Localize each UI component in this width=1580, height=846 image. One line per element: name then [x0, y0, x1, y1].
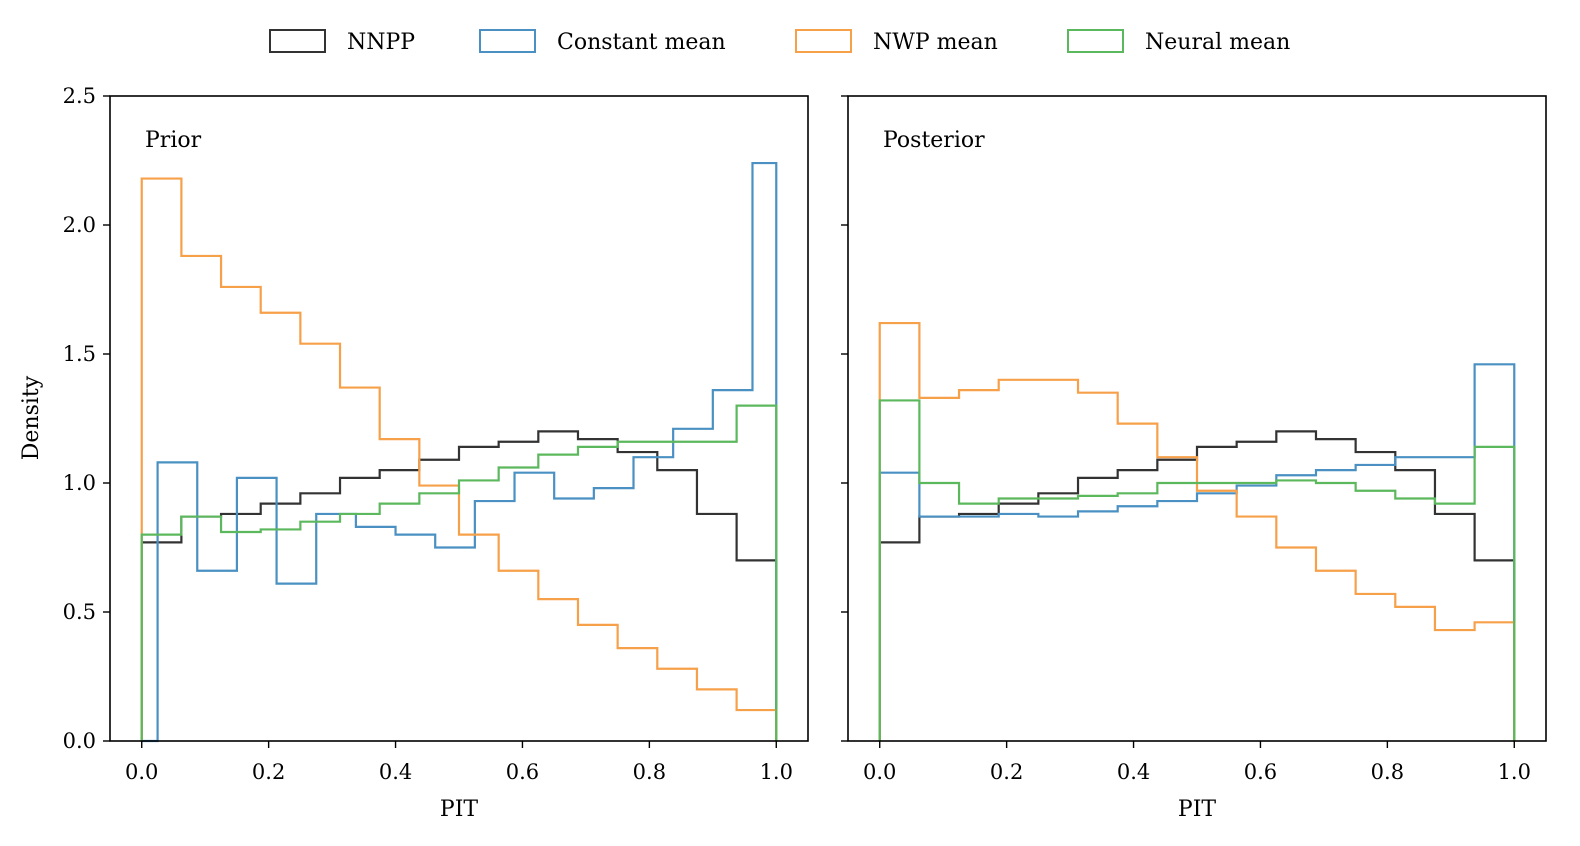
y-tick-label: 1.0 [63, 471, 96, 495]
y-axis-label: Density [19, 375, 44, 460]
y-tick-label: 1.5 [63, 342, 96, 366]
plot-frame [109, 95, 809, 742]
x-tick-label: 0.0 [125, 760, 158, 784]
series-nwp-mean [878, 321, 1516, 741]
plot-frame [847, 95, 1547, 742]
x-tick-label: 0.4 [1117, 760, 1150, 784]
legend-entry-constant-mean: Constant mean [479, 29, 726, 55]
legend-swatch-constant-mean [479, 29, 536, 53]
series-nnpp [878, 430, 1516, 741]
x-tick-label: 0.2 [252, 760, 285, 784]
series-constant-mean [141, 161, 778, 743]
prior-panel: 0.0 0.2 0.4 0.6 0.8 1.0 0.0 0.5 1.0 1.5 2.0 2.5 PIT P… [63, 84, 809, 822]
legend: NNPP Constant mean NWP mean Neural mean [269, 29, 1290, 55]
posterior-panel: 0.0 0.2 0.4 0.6 0.8 1.0 PIT Posterior [841, 95, 1547, 822]
x-tick-label: 1.0 [1498, 760, 1531, 784]
legend-label-neural-mean: Neural mean [1145, 30, 1290, 55]
x-axis-label: PIT [440, 797, 478, 822]
series-neural-mean [140, 404, 778, 741]
y-tick-label: 0.0 [63, 729, 96, 753]
x-tick-label: 0.8 [633, 760, 666, 784]
legend-entry-nnpp: NNPP [269, 29, 415, 55]
y-tick-label: 0.5 [63, 600, 96, 624]
legend-label-nnpp: NNPP [347, 30, 415, 55]
series-nwp-mean [140, 177, 778, 741]
legend-swatch-neural-mean [1067, 29, 1124, 53]
y-tick-label: 2.5 [63, 84, 96, 108]
panel-title: Posterior [883, 128, 985, 153]
x-axis-label: PIT [1178, 797, 1216, 822]
x-tick-label: 0.6 [506, 760, 539, 784]
panel-title: Prior [145, 128, 202, 153]
legend-label-nwp-mean: NWP mean [873, 30, 998, 55]
x-tick-label: 0.0 [863, 760, 896, 784]
y-tick-label: 2.0 [63, 213, 96, 237]
legend-entry-neural-mean: Neural mean [1067, 29, 1290, 55]
legend-label-constant-mean: Constant mean [557, 30, 726, 55]
legend-swatch-nnpp [269, 29, 326, 53]
x-tick-label: 0.4 [379, 760, 412, 784]
series-nnpp [140, 430, 778, 741]
x-tick-label: 0.6 [1244, 760, 1277, 784]
series-constant-mean [878, 363, 1516, 741]
legend-entry-nwp-mean: NWP mean [795, 29, 998, 55]
x-tick-label: 0.2 [990, 760, 1023, 784]
legend-swatch-nwp-mean [795, 29, 852, 53]
x-tick-label: 1.0 [760, 760, 793, 784]
series-neural-mean [878, 399, 1516, 741]
x-tick-label: 0.8 [1371, 760, 1404, 784]
